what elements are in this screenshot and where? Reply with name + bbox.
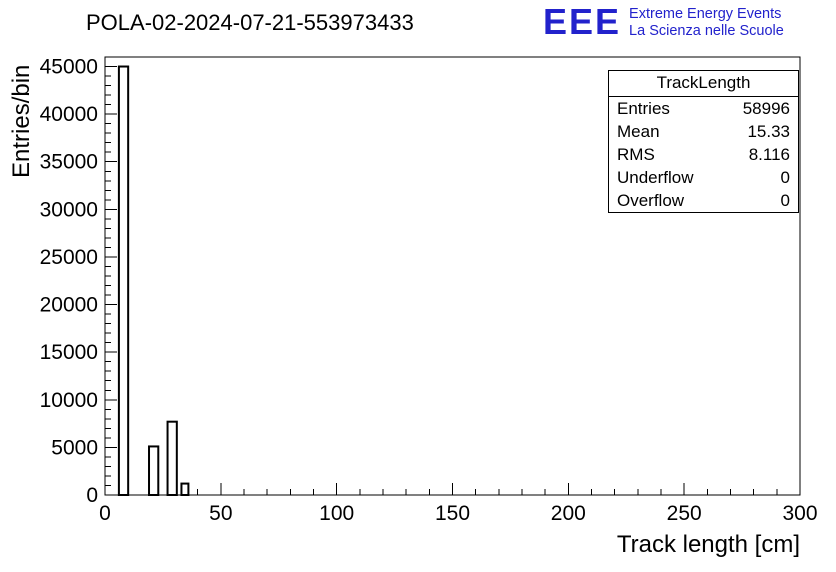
stats-label: RMS [617, 145, 655, 164]
y-axis: 0 5000 10000 15000 20000 25000 30000 35000 40000… [40, 56, 117, 507]
eee-logo-text: EEE [543, 1, 622, 42]
histogram-bar [166, 420, 178, 497]
y-tick-label: 0 [86, 484, 98, 507]
y-tick-label: 30000 [40, 198, 98, 221]
histogram-bar [117, 65, 130, 497]
x-tick-label: 300 [782, 502, 817, 525]
y-tick-label: 5000 [51, 436, 98, 459]
y-tick-label: 45000 [40, 56, 98, 79]
plot-title: POLA-02-2024-07-21-553973433 [86, 10, 414, 35]
x-axis-title: Track length [cm] [616, 531, 800, 558]
x-tick-label: 200 [551, 502, 586, 525]
y-tick-label: 40000 [40, 103, 98, 126]
stats-value: 15.33 [747, 122, 790, 141]
stats-row: RMS 8.116 [609, 143, 798, 166]
stats-rows: Entries 58996 Mean 15.33 RMS 8.116 Underflow 0 O… [609, 97, 798, 212]
stats-value: 58996 [742, 99, 790, 118]
eee-logo-line1: Extreme Energy Events [629, 6, 782, 22]
eee-logo-line2: La Scienza nelle Scuole [629, 23, 784, 39]
x-tick-label: 100 [319, 502, 354, 525]
x-tick-label: 50 [209, 502, 232, 525]
x-tick-label: 250 [667, 502, 702, 525]
eee-logo-subtitle: Extreme Energy Events La Scienza nelle S… [629, 4, 784, 40]
stats-box: TrackLength Entries 58996 Mean 15.33 RMS 8.11… [608, 70, 799, 213]
x-axis: 0 50 100 150 200 250 300 [99, 483, 818, 525]
y-axis-title: Entries/bin [8, 64, 35, 178]
stats-label: Entries [617, 99, 670, 118]
y-tick-label: 20000 [40, 294, 98, 317]
stats-label: Underflow [617, 168, 694, 187]
x-tick-label: 150 [435, 502, 470, 525]
histogram-bars [117, 65, 190, 497]
stats-value: 8.116 [748, 145, 790, 164]
stats-label: Mean [617, 122, 660, 141]
y-tick-label: 25000 [40, 246, 98, 269]
y-tick-label: 15000 [40, 341, 98, 364]
stats-row: Underflow 0 [609, 166, 798, 189]
stats-value: 0 [780, 191, 790, 210]
y-tick-label: 10000 [40, 389, 98, 412]
eee-logo: EEE Extreme Energy Events La Scienza nel… [543, 4, 784, 40]
stats-value: 0 [780, 168, 790, 187]
stats-label: Overflow [617, 191, 685, 210]
x-tick-label: 0 [99, 502, 111, 525]
stats-title: TrackLength [609, 71, 798, 97]
stats-row: Mean 15.33 [609, 120, 798, 143]
y-tick-label: 35000 [40, 151, 98, 174]
histogram-bar [148, 445, 160, 496]
stats-row: Overflow 0 [609, 189, 798, 212]
stats-row: Entries 58996 [609, 97, 798, 120]
histogram-bar [180, 482, 190, 496]
